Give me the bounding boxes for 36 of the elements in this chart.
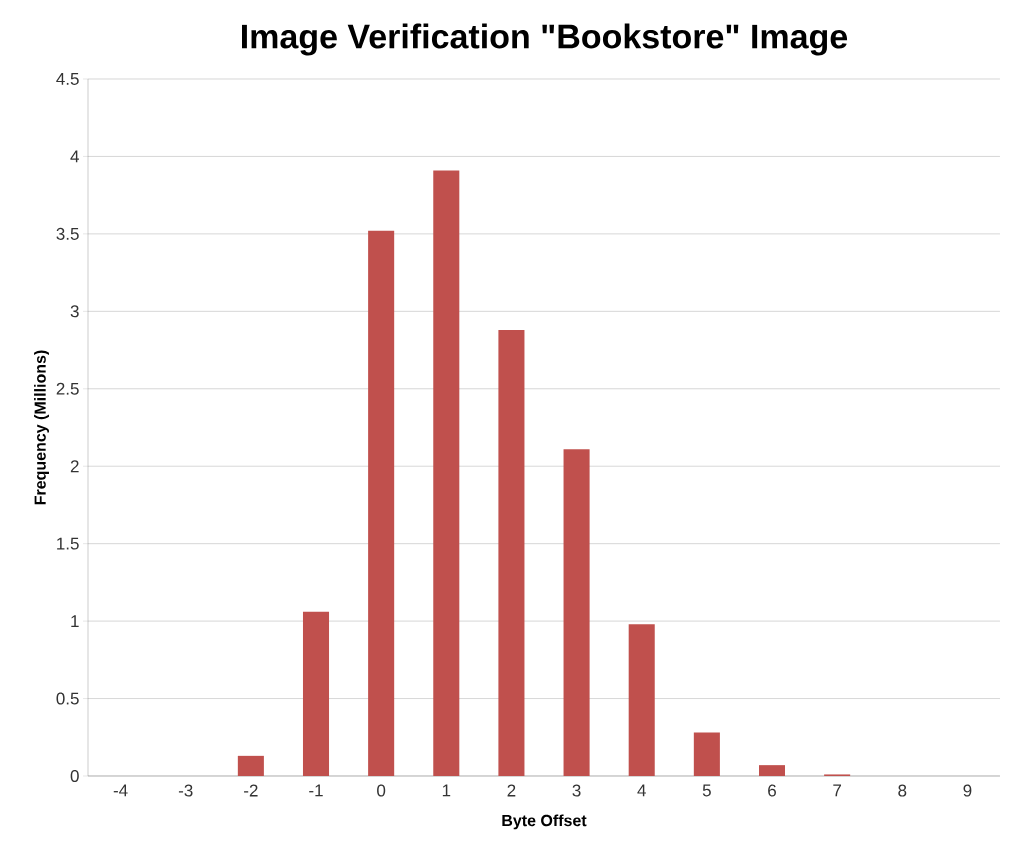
x-tick-label: 7 xyxy=(833,784,842,797)
y-tick-label: 2.5 xyxy=(56,382,79,395)
x-tick-label: -1 xyxy=(309,784,323,797)
y-tick-label: 4.5 xyxy=(56,73,79,85)
x-tick-label: -4 xyxy=(113,784,128,797)
x-tick-label: -2 xyxy=(244,784,258,797)
y-tick-label: 3 xyxy=(70,305,79,318)
bar xyxy=(368,230,395,776)
y-tick-label: 1.5 xyxy=(57,537,79,550)
x-tick-label: 5 xyxy=(702,784,711,797)
x-tick-label: 0 xyxy=(377,784,386,797)
y-axis-title: Frequency (Millions) xyxy=(34,350,49,505)
x-tick-label: 1 xyxy=(442,784,451,797)
x-tick-label: 2 xyxy=(507,784,516,797)
x-tick-label: 8 xyxy=(898,784,907,797)
x-tick-label: 3 xyxy=(572,784,581,797)
y-tick-label: 2 xyxy=(70,460,79,473)
y-tick-label: 1 xyxy=(71,615,79,627)
bar xyxy=(237,755,264,776)
bar xyxy=(628,624,655,776)
y-tick-label: 4 xyxy=(70,150,79,163)
y-tick-label: 0 xyxy=(70,769,79,783)
x-tick-label: 6 xyxy=(768,784,776,797)
bar xyxy=(758,765,786,776)
bar xyxy=(563,449,590,776)
chart-title: Image Verification "Bookstore" Image xyxy=(242,23,848,56)
x-tick-label: 9 xyxy=(963,784,972,797)
x-axis-title: Byte Offset xyxy=(502,814,587,830)
bar xyxy=(433,170,460,776)
bar xyxy=(302,611,330,776)
bar xyxy=(498,329,525,776)
y-tick-label: 0.5 xyxy=(56,692,79,705)
bar xyxy=(693,732,720,776)
x-tick-label: 4 xyxy=(637,784,646,797)
y-tick-label: 3.5 xyxy=(56,227,79,240)
x-tick-label: -3 xyxy=(178,784,193,797)
